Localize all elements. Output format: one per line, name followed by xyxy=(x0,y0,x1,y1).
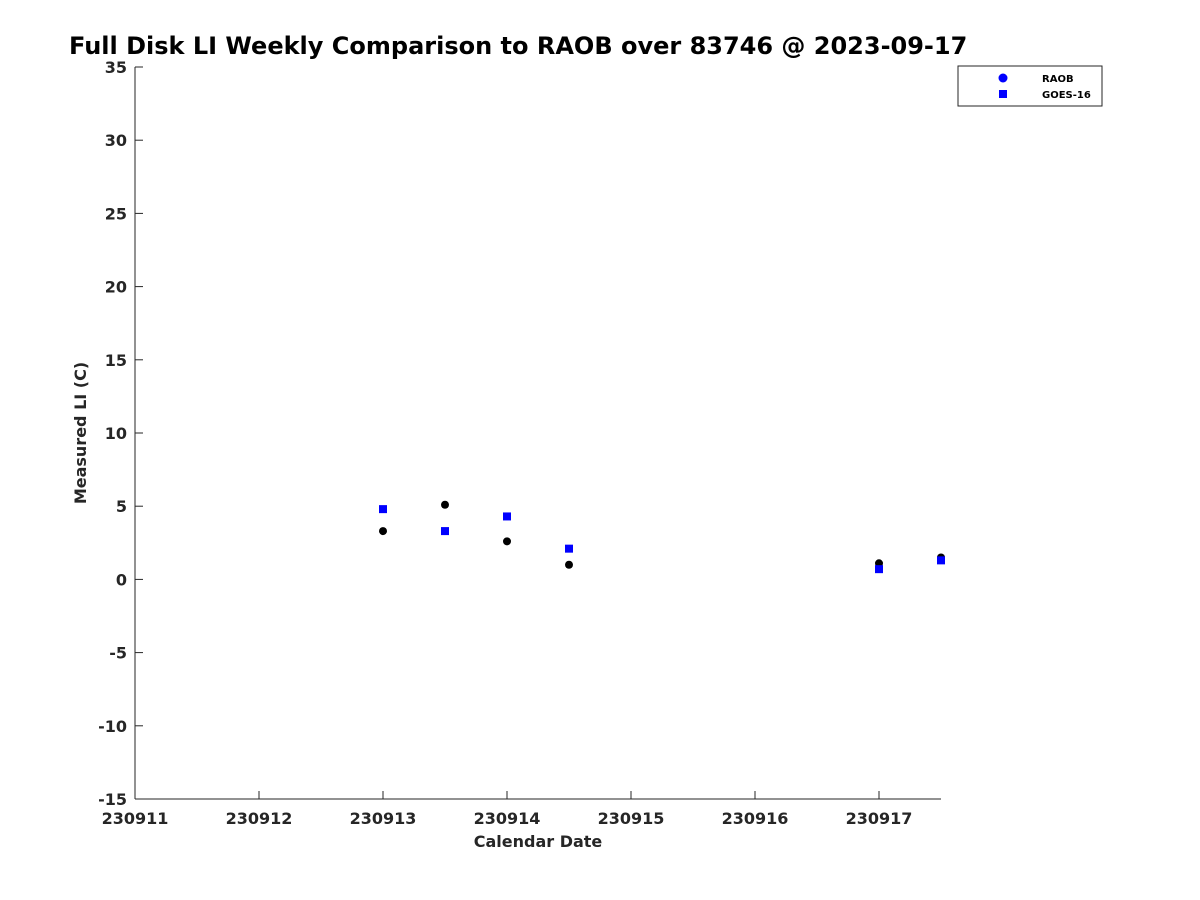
y-tick-label: 20 xyxy=(105,278,127,297)
point-goes-16 xyxy=(441,527,449,536)
chart-title: Full Disk LI Weekly Comparison to RAOB o… xyxy=(69,32,967,60)
point-goes-16 xyxy=(503,512,511,521)
y-tick-label: 30 xyxy=(105,131,127,150)
y-tick-label: 15 xyxy=(105,351,127,370)
point-raob xyxy=(379,527,387,536)
legend-marker-goes-16 xyxy=(999,90,1007,98)
data-points xyxy=(379,500,945,574)
point-goes-16 xyxy=(565,544,573,553)
x-tick-label: 230914 xyxy=(474,809,541,828)
legend-label-raob: RAOB xyxy=(1042,74,1074,85)
x-axis-label: Calendar Date xyxy=(474,832,603,851)
x-tick-label: 230913 xyxy=(350,809,417,828)
y-tick-label: -5 xyxy=(109,644,127,663)
point-raob xyxy=(441,500,449,509)
y-axis-label: Measured LI (C) xyxy=(71,362,90,504)
x-axis-ticks: 230911 230912 230913 230914 230915 230916 2309… xyxy=(102,791,913,828)
legend-marker-raob xyxy=(998,73,1008,83)
legend-box xyxy=(957,65,1103,107)
y-tick-label: 5 xyxy=(116,497,127,516)
y-tick-label: 25 xyxy=(105,204,127,223)
x-tick-label: 230917 xyxy=(846,809,913,828)
point-raob xyxy=(565,560,573,569)
point-goes-16 xyxy=(379,505,387,514)
x-tick-label: 230911 xyxy=(102,809,169,828)
y-tick-label: 0 xyxy=(116,570,127,589)
legend-label-goes-16: GOES-16 xyxy=(1042,90,1091,101)
plot-axes xyxy=(134,67,941,800)
point-raob xyxy=(503,537,511,546)
y-tick-label: 10 xyxy=(105,424,127,443)
y-tick-label: 35 xyxy=(105,58,127,77)
y-axis-ticks: 35 30 25 20 15 10 5 0 -5 -10 -15 xyxy=(98,58,143,809)
y-tick-label: -10 xyxy=(98,717,127,736)
point-goes-16 xyxy=(937,556,945,565)
x-tick-label: 230916 xyxy=(722,809,789,828)
point-goes-16 xyxy=(875,565,883,574)
x-tick-label: 230915 xyxy=(598,809,665,828)
x-tick-label: 230912 xyxy=(226,809,293,828)
y-tick-label: -15 xyxy=(98,790,127,809)
legend: RAOB GOES-16 xyxy=(957,65,1103,107)
